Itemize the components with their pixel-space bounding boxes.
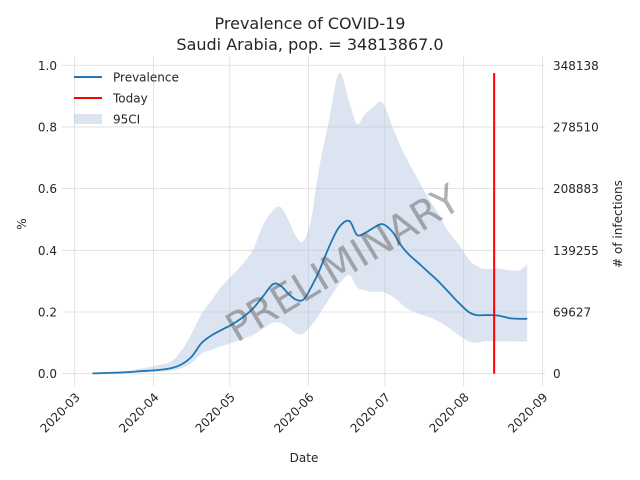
y-axis-right-ticks: 0 69627 139255 208883 278510 348138	[553, 59, 599, 381]
x-tick-label: 2020-05	[193, 390, 238, 435]
y-axis-ticks: 0.0 0.2 0.4 0.6 0.8 1.0	[38, 59, 57, 381]
grid-lines	[62, 56, 545, 386]
y-axis-right-label: # of infections	[611, 180, 625, 268]
x-tick-label: 2020-06	[271, 390, 316, 435]
y-tick-label: 1.0	[38, 59, 57, 73]
y-tick-label: 0.2	[38, 305, 57, 319]
x-tick-label: 2020-07	[348, 390, 393, 435]
y-right-tick-label: 139255	[553, 244, 599, 258]
y-right-tick-label: 69627	[553, 305, 591, 319]
legend: Prevalence Today 95CI	[74, 71, 179, 127]
y-right-tick-label: 0	[553, 367, 561, 381]
legend-label-prevalence: Prevalence	[113, 71, 179, 85]
y-tick-label: 0.0	[38, 367, 57, 381]
y-tick-label: 0.6	[38, 182, 57, 196]
x-axis-label: Date	[290, 451, 319, 465]
x-axis-ticks: 2020-03 2020-04 2020-05 2020-06 2020-07 2020-…	[37, 390, 550, 435]
y-tick-label: 0.4	[38, 244, 57, 258]
y-axis-label: %	[15, 218, 29, 229]
plot-area: PRELIMINARY	[62, 56, 545, 386]
ci-band	[92, 72, 528, 374]
line-layer	[92, 219, 528, 375]
legend-label-today: Today	[112, 92, 148, 106]
y-right-tick-label: 278510	[553, 120, 599, 134]
x-tick-label: 2020-04	[116, 390, 161, 435]
chart-subtitle: Saudi Arabia, pop. = 34813867.0	[176, 35, 443, 54]
legend-swatch-95ci	[74, 114, 102, 124]
y-right-tick-label: 208883	[553, 182, 599, 196]
x-tick-label: 2020-03	[37, 390, 82, 435]
ci-layer	[92, 72, 528, 374]
y-tick-label: 0.8	[38, 120, 57, 134]
legend-label-95ci: 95CI	[113, 113, 140, 127]
prevalence-line	[92, 219, 528, 375]
x-tick-label: 2020-09	[505, 390, 550, 435]
chart-title: Prevalence of COVID-19	[215, 14, 406, 33]
y-right-tick-label: 348138	[553, 59, 599, 73]
x-tick-label: 2020-08	[426, 390, 471, 435]
